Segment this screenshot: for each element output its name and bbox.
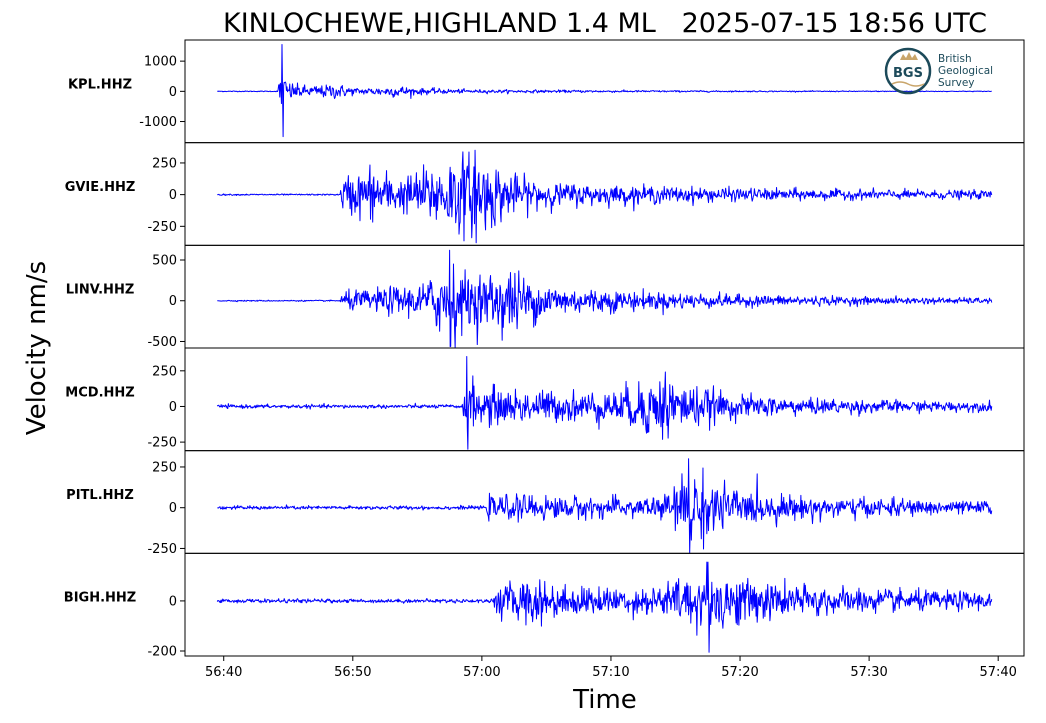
y-tick-label: -500 bbox=[147, 335, 177, 350]
station-label: KPL.HHZ bbox=[68, 77, 132, 92]
trace-kpl-hhz bbox=[217, 44, 992, 138]
y-tick-label: 0 bbox=[169, 188, 177, 203]
x-tick-label: 57:20 bbox=[721, 665, 758, 680]
trace-panels: 1000 0 -1000 KPL.HHZ 250 0 -250 GVIE.HHZ 500 0 -50… bbox=[64, 39, 1025, 659]
y-tick-label: -250 bbox=[147, 542, 177, 557]
trace-linv-hhz bbox=[217, 249, 993, 349]
panel-linv-hhz: 500 0 -500 LINV.HHZ bbox=[66, 244, 1025, 350]
panel-frame bbox=[184, 552, 1025, 657]
x-axis-label: Time bbox=[572, 685, 637, 715]
y-tick-label: 500 bbox=[152, 254, 177, 269]
station-label: BIGH.HHZ bbox=[64, 591, 136, 606]
x-tick-label: 56:50 bbox=[334, 665, 371, 680]
station-label: PITL.HHZ bbox=[66, 488, 134, 503]
x-tick-label: 57:40 bbox=[979, 665, 1016, 680]
x-tick-label: 57:10 bbox=[592, 665, 629, 680]
chart-title: KINLOCHEWE,HIGHLAND 1.4 ML 2025-07-15 18… bbox=[223, 8, 987, 39]
station-label: GVIE.HHZ bbox=[65, 180, 136, 195]
station-label: LINV.HHZ bbox=[66, 283, 135, 298]
y-tick-label: 250 bbox=[152, 156, 177, 171]
bgs-logo-line-1: British bbox=[938, 53, 972, 65]
bgs-logo: BGS British Geological Survey bbox=[884, 47, 993, 95]
y-tick-label: -250 bbox=[147, 436, 177, 451]
x-tick-label: 57:30 bbox=[850, 665, 887, 680]
y-tick-label: -250 bbox=[147, 220, 177, 235]
trace-gvie-hhz bbox=[217, 149, 993, 244]
bgs-logo-wave bbox=[891, 81, 925, 87]
y-tick-label: 1000 bbox=[144, 55, 177, 70]
panel-kpl-hhz: 1000 0 -1000 KPL.HHZ bbox=[68, 39, 1025, 144]
x-tick-label: 56:40 bbox=[205, 665, 242, 680]
panel-frame bbox=[184, 450, 1025, 554]
x-tick-label: 57:00 bbox=[463, 665, 500, 680]
x-axis-ticks: 56:40 56:50 57:00 57:10 57:20 57:30 57:40 bbox=[205, 656, 1017, 680]
panel-pitl-hhz: 250 0 -250 PITL.HHZ bbox=[66, 450, 1025, 557]
trace-pitl-hhz bbox=[217, 458, 993, 554]
y-tick-label: 0 bbox=[169, 400, 177, 415]
bgs-logo-ring bbox=[884, 47, 932, 95]
bgs-logo-line-3: Survey bbox=[938, 77, 975, 89]
y-tick-label: 0 bbox=[169, 594, 177, 609]
y-tick-label: -200 bbox=[147, 644, 177, 659]
crown-icon bbox=[900, 52, 918, 60]
y-axis-label: Velocity nm/s bbox=[22, 261, 52, 435]
y-tick-label: 0 bbox=[169, 294, 177, 309]
bgs-logo-mark: BGS bbox=[893, 66, 923, 81]
y-tick-label: 0 bbox=[169, 85, 177, 100]
panel-bigh-hhz: 0 -200 BIGH.HHZ bbox=[64, 552, 1025, 659]
panel-gvie-hhz: 250 0 -250 GVIE.HHZ bbox=[65, 142, 1025, 246]
panel-mcd-hhz: 250 0 -250 MCD.HHZ bbox=[65, 347, 1025, 452]
y-tick-label: -1000 bbox=[139, 115, 177, 130]
y-tick-label: 0 bbox=[169, 501, 177, 516]
trace-bigh-hhz bbox=[216, 561, 993, 653]
station-label: MCD.HHZ bbox=[65, 385, 134, 400]
trace-mcd-hhz bbox=[216, 356, 993, 450]
bgs-logo-line-2: Geological bbox=[938, 65, 993, 77]
y-tick-label: 250 bbox=[152, 364, 177, 379]
y-tick-label: 250 bbox=[152, 460, 177, 475]
